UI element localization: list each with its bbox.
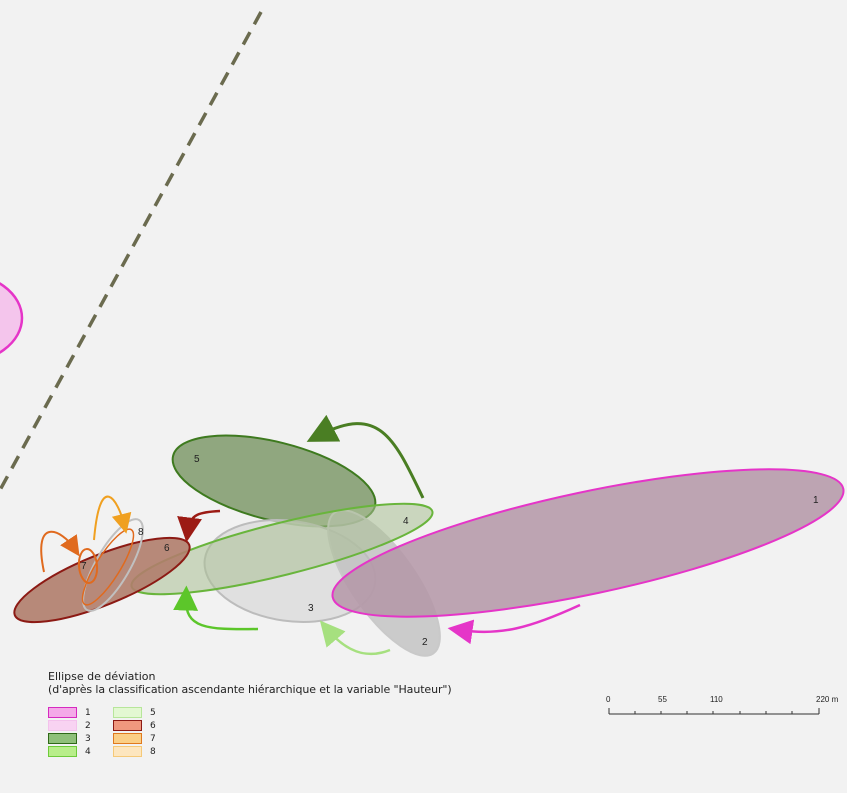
- scale-label-0: 0: [606, 695, 611, 704]
- legend-swatch-2: [48, 720, 77, 731]
- scale-label-55: 55: [658, 695, 667, 704]
- ellipse-6: [13, 536, 191, 624]
- legend-item-6: 6: [113, 719, 173, 732]
- ellipse-label-2: 2: [422, 637, 428, 648]
- scale-bar: 0 55 110 220 m: [606, 695, 839, 715]
- legend-label-3: 3: [85, 733, 91, 744]
- legend-label-8: 8: [150, 746, 156, 757]
- arrow-dark-red: [177, 509, 221, 543]
- legend-label-6: 6: [150, 720, 156, 731]
- ellipse-label-8: 8: [138, 527, 144, 538]
- legend-swatch-4: [48, 746, 77, 757]
- legend: Ellipse de déviation (d'après la classif…: [48, 670, 452, 758]
- scale-label-220: 220 m: [816, 695, 839, 704]
- legend-swatch-1: [48, 707, 77, 718]
- arrow-magenta: [447, 603, 581, 645]
- scale-label-110: 110: [710, 695, 723, 704]
- ellipse-label-5: 5: [194, 454, 200, 465]
- legend-swatch-7: [113, 733, 142, 744]
- ellipse-7-outer: [81, 528, 135, 606]
- legend-swatch-3: [48, 733, 77, 744]
- legend-item-8: 8: [113, 745, 173, 758]
- ellipse-label-6: 6: [164, 543, 170, 554]
- ellipse-label-1: 1: [813, 495, 819, 506]
- legend-item-4: 4: [48, 745, 113, 758]
- partial-pink-ellipse: [0, 282, 24, 354]
- legend-title: Ellipse de déviation: [48, 670, 156, 683]
- legend-label-5: 5: [150, 707, 156, 718]
- ellipse-8: [82, 518, 144, 612]
- legend-grid: 1 2 3 4 5 6 7 8: [48, 706, 452, 758]
- legend-item-7: 7: [113, 732, 173, 745]
- legend-swatch-5: [113, 707, 142, 718]
- arrow-light-green: [319, 620, 391, 656]
- ellipse-label-4: 4: [403, 516, 409, 527]
- legend-label-4: 4: [85, 746, 91, 757]
- arrow-orange: [40, 530, 80, 573]
- arrow-dark-green: [306, 414, 425, 499]
- ellipse-7: [77, 548, 99, 584]
- legend-label-1: 1: [85, 707, 91, 718]
- legend-label-7: 7: [150, 733, 156, 744]
- ellipse-1: [331, 468, 845, 618]
- ellipse-label-7: 7: [81, 561, 87, 572]
- legend-item-2: 2: [48, 719, 113, 732]
- legend-label-2: 2: [85, 720, 91, 731]
- arrow-yellow: [93, 495, 132, 541]
- dashed-boundary-line: [0, 11, 263, 491]
- legend-item-1: 1: [48, 706, 113, 719]
- legend-item-5: 5: [113, 706, 173, 719]
- legend-subtitle: (d'après la classification ascendante hi…: [48, 683, 452, 696]
- arrow-green: [173, 585, 259, 631]
- legend-swatch-6: [113, 720, 142, 731]
- legend-item-3: 3: [48, 732, 113, 745]
- ellipse-label-3: 3: [308, 603, 314, 614]
- legend-swatch-8: [113, 746, 142, 757]
